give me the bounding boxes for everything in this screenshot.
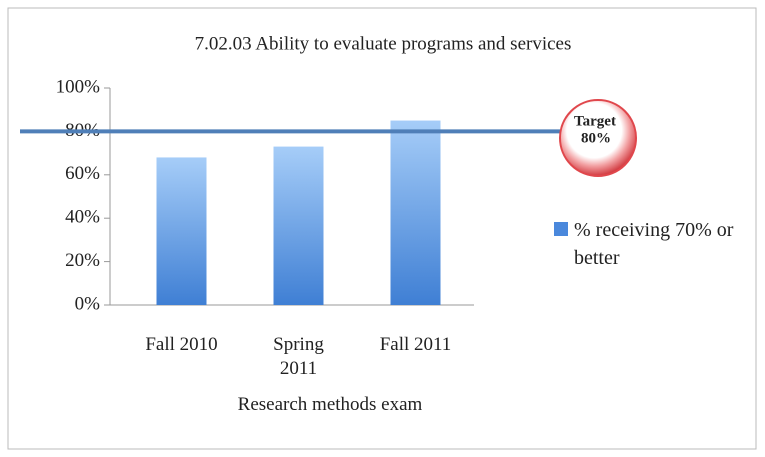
x-axis-label: Research methods exam bbox=[237, 394, 423, 415]
target-value: 80% bbox=[581, 130, 611, 146]
target-text: Target bbox=[574, 113, 616, 129]
bar bbox=[273, 146, 324, 305]
chart-title: 7.02.03 Ability to evaluate programs and… bbox=[195, 33, 572, 54]
y-tick-label: 20% bbox=[65, 250, 100, 271]
x-tick-label: Fall 2010 bbox=[145, 334, 218, 355]
border bbox=[7, 7, 757, 450]
legend-swatch bbox=[554, 222, 568, 236]
y-tick-label: 40% bbox=[65, 207, 100, 228]
x-tick-label: Spring 2011 bbox=[273, 334, 324, 379]
legend-label: % receiving 70% or better bbox=[574, 219, 734, 269]
bar bbox=[390, 120, 441, 305]
y-tick-label: 0% bbox=[75, 293, 101, 314]
target-badge bbox=[559, 99, 637, 177]
bar bbox=[156, 157, 207, 305]
x-tick-label: Fall 2011 bbox=[379, 334, 452, 355]
y-tick-label: 60% bbox=[65, 163, 100, 184]
y-tick-label: 100% bbox=[56, 76, 101, 97]
